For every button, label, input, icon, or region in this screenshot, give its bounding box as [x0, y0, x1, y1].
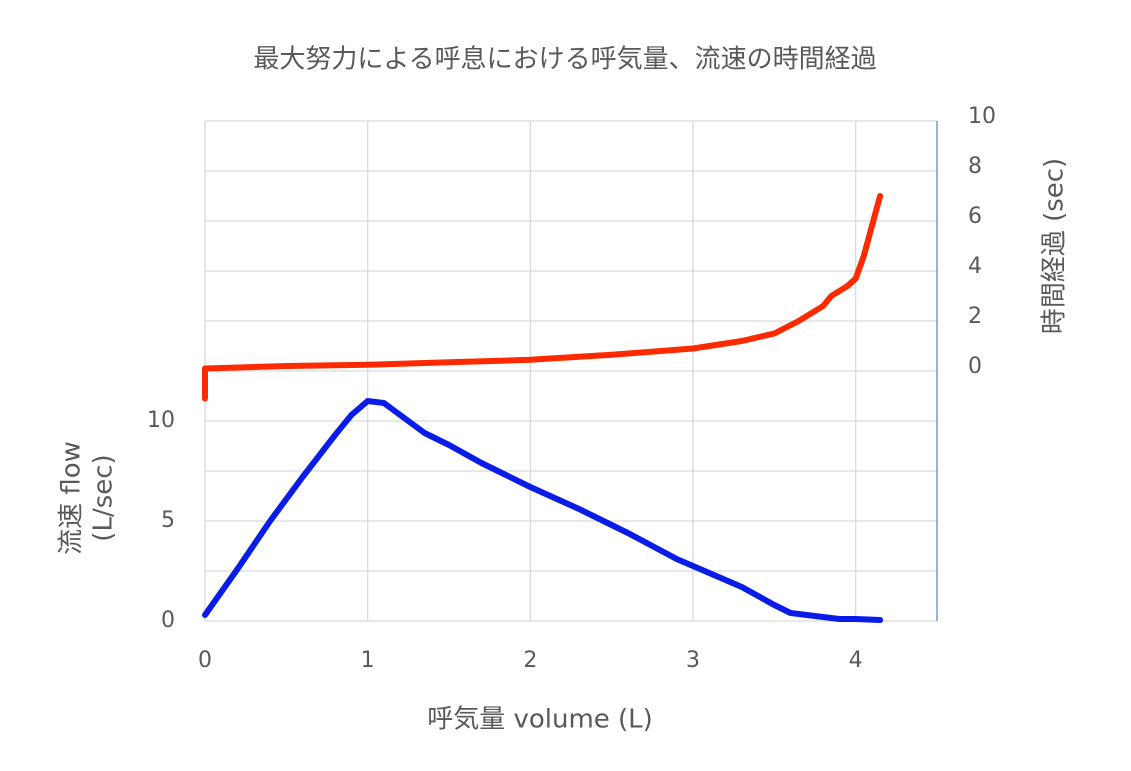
y2-tick-label: 2	[968, 304, 982, 329]
y2-tick-label: 10	[968, 104, 996, 129]
x-tick-label: 0	[198, 648, 212, 673]
y2-tick-label: 6	[968, 204, 982, 229]
y2-axis-label: 時間経過 (sec)	[1040, 158, 1070, 334]
x-tick-label: 2	[523, 648, 537, 673]
y-axis-label-line: 流速 flow	[57, 441, 87, 555]
y-tick-label: 0	[161, 608, 175, 633]
y-tick-label: 10	[147, 408, 175, 433]
x-tick-label: 1	[361, 648, 375, 673]
y2-tick-label: 4	[968, 254, 982, 279]
x-axis-label: 呼気量 volume (L)	[427, 705, 653, 735]
x-tick-label: 4	[849, 648, 863, 673]
y-axis-label: 流速 flow (L/sec)	[57, 441, 119, 555]
y2-tick-label: 8	[968, 154, 982, 179]
x-tick-label: 3	[686, 648, 700, 673]
y-tick-label: 5	[161, 508, 175, 533]
y2-tick-label: 0	[968, 354, 982, 379]
y-axis-label-line: (L/sec)	[89, 454, 119, 541]
chart-title: 最大努力による呼息における呼気量、流速の時間経過	[253, 45, 876, 75]
data-line	[202, 193, 884, 402]
data-line	[202, 398, 884, 623]
